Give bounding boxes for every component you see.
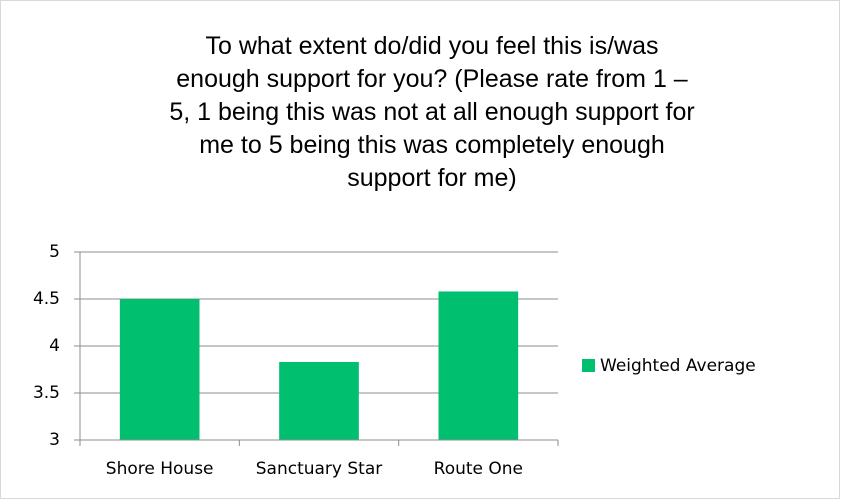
bar xyxy=(279,361,359,440)
y-tick-label: 5 xyxy=(49,242,60,262)
x-tick-label: Route One xyxy=(434,459,523,479)
legend-swatch xyxy=(582,359,595,372)
bar xyxy=(119,299,200,440)
x-tick-label: Sanctuary Star xyxy=(256,459,383,479)
y-tick-label: 3.5 xyxy=(33,383,60,403)
y-tick-label: 4 xyxy=(49,336,60,356)
bar xyxy=(438,291,519,440)
chart-title: To what extent do/did you feel this is/w… xyxy=(169,32,695,192)
legend-label: Weighted Average xyxy=(600,356,756,376)
y-tick-label: 3 xyxy=(49,430,60,450)
y-tick-label: 4.5 xyxy=(33,289,60,309)
x-tick-label: Shore House xyxy=(106,459,214,479)
